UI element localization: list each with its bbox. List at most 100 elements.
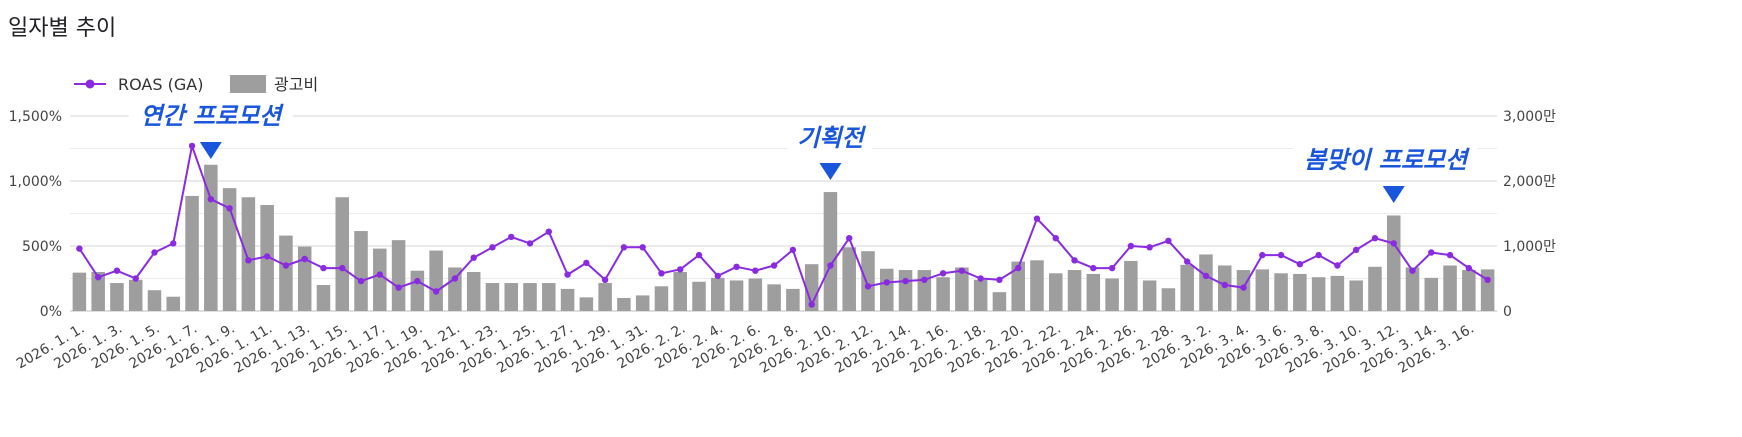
bar-ad-spend xyxy=(279,235,293,311)
roas-point xyxy=(526,240,534,247)
roas-point xyxy=(977,275,984,282)
bar-ad-spend xyxy=(1443,265,1457,311)
roas-point xyxy=(1371,235,1379,242)
bar-ad-spend xyxy=(1030,260,1044,311)
legend-roas-marker xyxy=(85,79,95,89)
roas-point xyxy=(188,142,196,150)
bar-ad-spend xyxy=(410,270,425,311)
roas-point xyxy=(170,240,177,247)
roas-point xyxy=(357,277,365,285)
bar-ad-spend xyxy=(542,283,556,311)
bar-ad-spend xyxy=(1293,273,1307,311)
bar-ad-spend xyxy=(1105,278,1119,311)
bar-ad-spend xyxy=(241,197,256,311)
roas-point xyxy=(939,270,947,277)
bar-ad-spend xyxy=(654,286,669,311)
bar-ad-spend xyxy=(147,290,162,311)
roas-point xyxy=(846,235,853,242)
bar-ad-spend xyxy=(917,270,932,311)
roas-point xyxy=(545,228,552,235)
bar-ad-spend xyxy=(823,192,838,311)
bar-ad-spend xyxy=(448,267,462,311)
roas-point xyxy=(245,257,252,264)
roas-point xyxy=(770,262,778,269)
bar-ad-spend xyxy=(1311,277,1326,311)
roas-point xyxy=(339,264,346,272)
y-right-tick-label: 1,000만 xyxy=(1503,239,1556,255)
roas-point xyxy=(226,205,233,212)
roas-point xyxy=(301,255,308,263)
roas-point xyxy=(151,249,158,256)
bar-ad-spend xyxy=(1180,264,1194,311)
bar-ad-spend xyxy=(1330,275,1345,311)
bar-ad-spend xyxy=(1480,269,1495,311)
roas-point xyxy=(414,277,421,285)
roas-point xyxy=(808,301,815,308)
bar-ad-spend xyxy=(1199,254,1213,311)
bar-ad-spend xyxy=(485,283,500,311)
roas-point xyxy=(564,271,571,278)
roas-point xyxy=(1090,264,1097,272)
roas-point xyxy=(1277,251,1285,259)
bar-ad-spend xyxy=(1255,269,1270,311)
roas-point xyxy=(733,263,740,270)
roas-point xyxy=(789,246,797,254)
bar-ad-spend xyxy=(72,272,87,311)
roas-point xyxy=(902,277,909,285)
roas-point xyxy=(1108,264,1116,272)
bar-ad-spend xyxy=(973,279,988,311)
y-right-tick-label: 2,000만 xyxy=(1503,174,1556,190)
bar-ad-spend xyxy=(91,272,105,311)
annotation-0: 연간 프로모션 xyxy=(128,98,293,159)
bar-ad-spend xyxy=(466,272,481,311)
roas-point xyxy=(376,271,384,278)
bar-ad-spend xyxy=(128,279,143,311)
legend-ad-spend-label: 광고비 xyxy=(274,75,318,94)
roas-point xyxy=(1165,237,1172,244)
y-right-tick-label: 0 xyxy=(1503,304,1512,320)
roas-point xyxy=(1052,235,1059,242)
roas-point xyxy=(1484,276,1491,283)
bar-ad-spend xyxy=(617,298,631,311)
legend-roas-label: ROAS (GA) xyxy=(118,75,203,94)
bar-ad-spend xyxy=(1142,280,1157,311)
bar-ad-spend xyxy=(861,251,875,311)
bar-ad-spend xyxy=(1161,288,1176,311)
roas-point xyxy=(1409,267,1416,274)
bar-ad-spend xyxy=(992,292,1007,311)
bar-ad-spend xyxy=(1124,260,1138,311)
bar-ad-spend xyxy=(504,283,519,311)
bar-ad-spend xyxy=(673,272,687,311)
roas-point xyxy=(207,196,215,203)
roas-point xyxy=(639,244,646,251)
roas-point xyxy=(752,267,759,274)
bar-ad-spend xyxy=(1086,273,1101,311)
chart-legend: ROAS (GA) 광고비 xyxy=(74,75,318,94)
annotation-triangle-icon xyxy=(199,142,222,159)
bar-ad-spend xyxy=(898,270,913,311)
bar-ad-spend xyxy=(1067,270,1082,311)
roas-point xyxy=(1428,249,1435,256)
annotation-triangle-icon xyxy=(1382,186,1405,203)
roas-point xyxy=(1315,251,1322,259)
y-right-tick-label: 3,000만 xyxy=(1503,109,1556,125)
roas-point xyxy=(1033,215,1041,222)
bar-ad-spend xyxy=(711,277,725,311)
bar-series-ad-spend xyxy=(72,164,1495,311)
roas-point xyxy=(1127,242,1135,250)
roas-point xyxy=(113,267,121,274)
roas-point xyxy=(1146,244,1153,251)
bar-ad-spend xyxy=(767,284,781,311)
roas-point xyxy=(677,266,684,273)
roas-point xyxy=(583,259,590,267)
roas-line xyxy=(78,144,1489,306)
roas-point xyxy=(1446,251,1454,259)
annotation-label-bg xyxy=(128,98,293,132)
roas-point xyxy=(1334,262,1341,269)
roas-point xyxy=(714,272,721,280)
bar-ad-spend xyxy=(1048,273,1063,311)
y-left-tick-label: 0% xyxy=(40,304,62,320)
roas-point xyxy=(508,233,515,241)
